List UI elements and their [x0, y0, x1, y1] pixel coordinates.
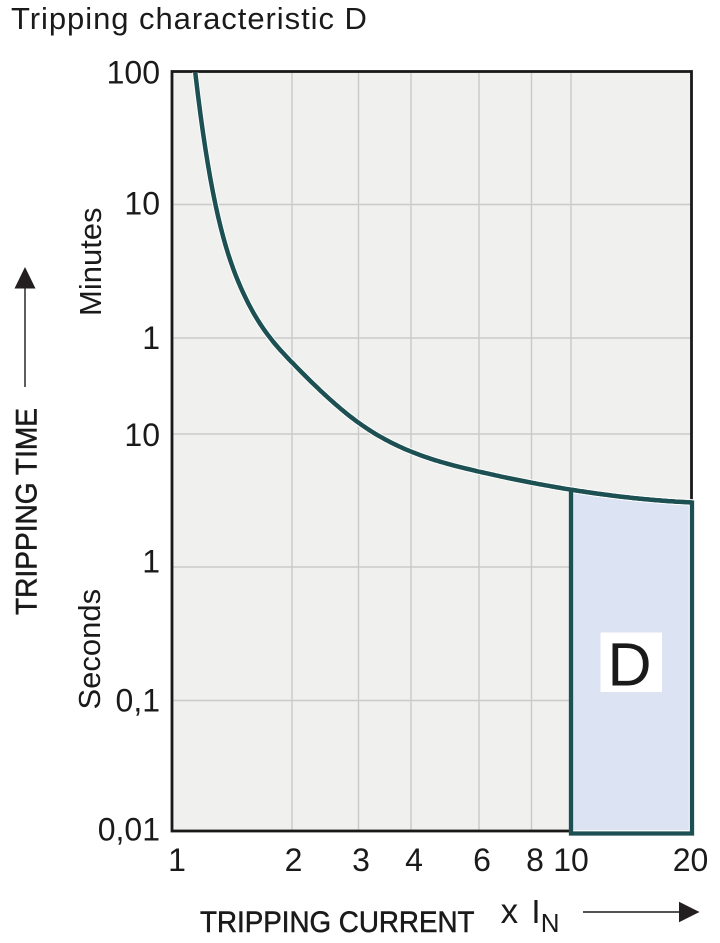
svg-text:I: I — [531, 893, 540, 930]
svg-text:1: 1 — [168, 842, 186, 878]
svg-text:TRIPPING TIME: TRIPPING TIME — [11, 408, 44, 615]
svg-text:1: 1 — [142, 320, 160, 356]
svg-text:10: 10 — [553, 842, 589, 878]
svg-text:100: 100 — [107, 55, 160, 91]
svg-text:Seconds: Seconds — [72, 589, 107, 710]
svg-text:N: N — [541, 908, 560, 938]
svg-text:8: 8 — [526, 842, 544, 878]
svg-text:4: 4 — [405, 842, 423, 878]
svg-text:Minutes: Minutes — [73, 207, 108, 316]
svg-text:0,01: 0,01 — [98, 812, 160, 848]
svg-text:2: 2 — [285, 842, 303, 878]
svg-text:20: 20 — [673, 842, 709, 878]
svg-text:D: D — [607, 631, 651, 699]
svg-text:TRIPPING CURRENT: TRIPPING CURRENT — [200, 906, 475, 939]
svg-text:3: 3 — [352, 842, 370, 878]
svg-text:0,1: 0,1 — [116, 683, 160, 719]
svg-text:Tripping characteristic D: Tripping characteristic D — [11, 1, 368, 36]
svg-text:6: 6 — [473, 842, 491, 878]
svg-text:1: 1 — [142, 544, 160, 580]
svg-text:10: 10 — [124, 417, 160, 453]
svg-text:10: 10 — [124, 186, 160, 222]
svg-text:x: x — [501, 892, 519, 931]
